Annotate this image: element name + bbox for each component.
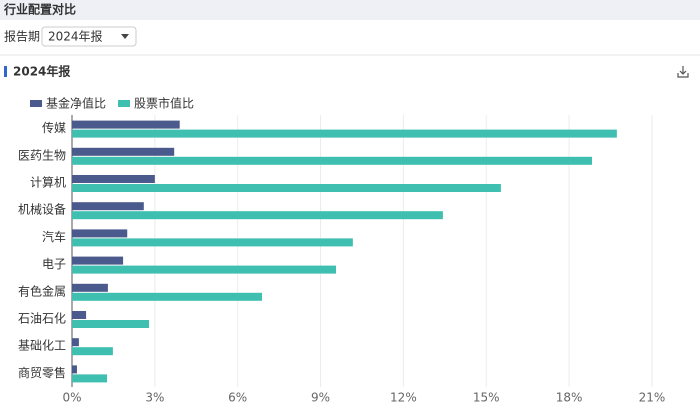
bar bbox=[72, 147, 175, 156]
header-bar bbox=[0, 0, 700, 20]
bar bbox=[72, 238, 353, 247]
bar bbox=[72, 365, 77, 374]
y-tick-label: 计算机 bbox=[30, 175, 66, 190]
x-tick-label: 15% bbox=[473, 391, 500, 405]
bar bbox=[72, 338, 79, 347]
x-tick-label: 21% bbox=[639, 391, 666, 405]
y-tick-label: 电子 bbox=[42, 257, 66, 271]
bar bbox=[72, 265, 337, 274]
download-icon[interactable] bbox=[677, 66, 689, 78]
x-tick-label: 12% bbox=[390, 391, 417, 405]
section-marker bbox=[4, 66, 7, 77]
bar bbox=[72, 311, 87, 319]
legend-swatch bbox=[118, 100, 130, 107]
x-tick-label: 18% bbox=[556, 391, 583, 405]
bar bbox=[72, 211, 443, 220]
bar bbox=[72, 320, 150, 328]
x-tick-label: 3% bbox=[145, 391, 164, 405]
legend-swatch bbox=[30, 100, 42, 107]
bar bbox=[72, 374, 108, 383]
legend-label: 股票市值比 bbox=[134, 96, 194, 111]
filter-label: 报告期 bbox=[4, 29, 40, 44]
x-tick-label: 6% bbox=[228, 391, 247, 405]
x-tick-label: 9% bbox=[311, 391, 330, 405]
y-tick-label: 基础化工 bbox=[18, 339, 66, 353]
bar bbox=[72, 202, 144, 211]
y-tick-label: 石油石化 bbox=[18, 312, 66, 326]
y-tick-label: 有色金属 bbox=[18, 283, 66, 298]
bar bbox=[72, 120, 180, 129]
bar bbox=[72, 129, 617, 138]
bar bbox=[72, 175, 155, 183]
legend-label: 基金净值比 bbox=[46, 96, 106, 111]
select-value: 2024年报 bbox=[48, 29, 103, 44]
bar bbox=[72, 156, 593, 165]
bar bbox=[72, 229, 128, 238]
y-tick-label: 机械设备 bbox=[18, 202, 66, 217]
select-box[interactable] bbox=[41, 26, 137, 47]
header-title: 行业配置对比 bbox=[3, 2, 76, 17]
bar bbox=[72, 184, 501, 192]
y-tick-label: 传媒 bbox=[42, 120, 66, 135]
bar bbox=[72, 292, 262, 301]
bar bbox=[72, 283, 108, 292]
y-tick-label: 医药生物 bbox=[18, 148, 66, 162]
section-title: 2024年报 bbox=[13, 64, 70, 79]
bar bbox=[72, 256, 124, 265]
y-tick-label: 汽车 bbox=[42, 229, 66, 244]
x-tick-label: 0% bbox=[62, 391, 81, 405]
y-tick-label: 商贸零售 bbox=[18, 365, 66, 380]
select-arrow[interactable] bbox=[121, 34, 129, 39]
bar bbox=[72, 347, 113, 356]
